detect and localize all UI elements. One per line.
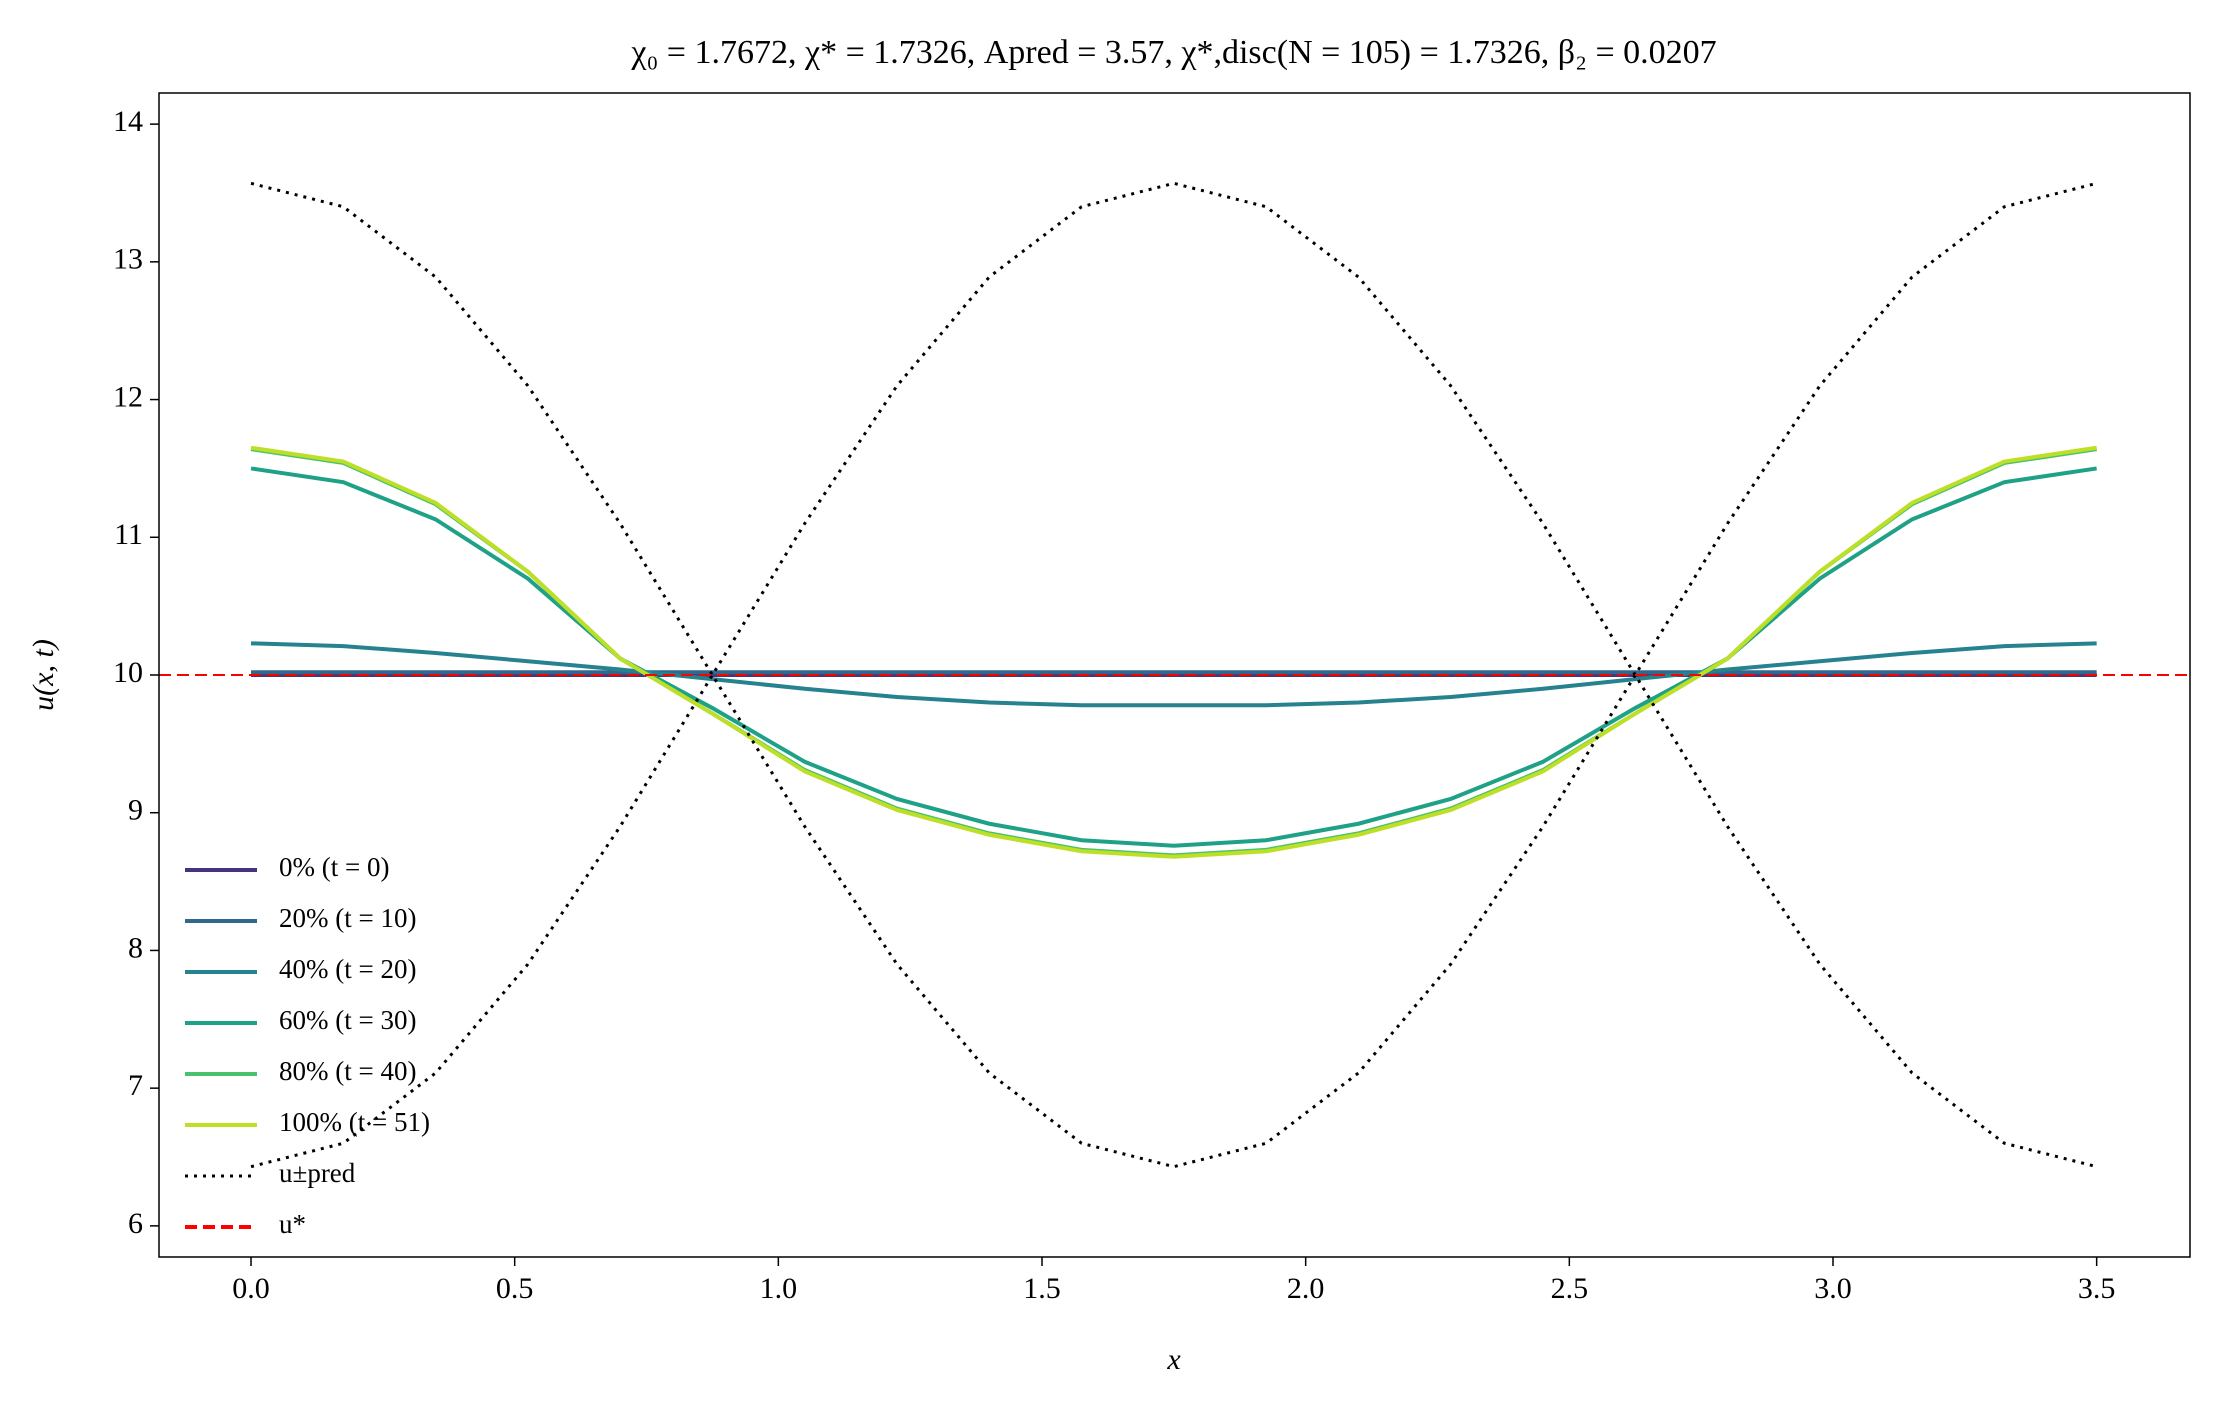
- legend-label: 0% (t = 0): [279, 852, 389, 882]
- legend-label: u*: [279, 1209, 306, 1239]
- x-tick-label: 1.0: [760, 1272, 798, 1305]
- plot-area: [159, 181, 2190, 1169]
- series-line: [250, 641, 2097, 708]
- y-tick-label: 8: [128, 931, 143, 964]
- plot-frame: [158, 92, 2191, 1258]
- x-axis-label: x: [1166, 1343, 1181, 1376]
- y-tick-label: 13: [113, 243, 143, 276]
- y-tick-label: 9: [128, 794, 143, 827]
- series-line: [250, 466, 2097, 848]
- y-tick-label: 6: [128, 1207, 143, 1240]
- y-tick-label: 7: [128, 1069, 143, 1102]
- legend-label: 40% (t = 20): [279, 954, 416, 984]
- x-tick-label: 0.0: [232, 1272, 270, 1305]
- legend-label: 60% (t = 30): [279, 1005, 416, 1035]
- x-tick-label: 3.0: [1814, 1272, 1852, 1305]
- legend-label: u±pred: [279, 1158, 356, 1188]
- x-tick-label: 0.5: [496, 1272, 534, 1305]
- chart-title: χ₀ = 1.7672, χ* = 1.7326, Apred = 3.57, …: [630, 34, 1716, 71]
- legend-label: 100% (t = 51): [279, 1107, 430, 1137]
- x-tick-label: 2.0: [1287, 1272, 1325, 1305]
- series-line: [250, 181, 2098, 1169]
- y-tick-label: 10: [113, 656, 143, 689]
- x-tick-label: 2.5: [1551, 1272, 1589, 1305]
- legend-label: 20% (t = 10): [279, 903, 416, 933]
- legend-label: 80% (t = 40): [279, 1056, 416, 1086]
- y-tick-label: 12: [113, 380, 143, 413]
- series-line: [250, 445, 2097, 859]
- y-tick-label: 11: [114, 518, 143, 551]
- x-tick-label: 3.5: [2078, 1272, 2116, 1305]
- x-tick-label: 1.5: [1023, 1272, 1061, 1305]
- series-line: [250, 181, 2098, 1169]
- y-axis-label: u(x, t): [27, 639, 60, 711]
- y-tick-label: 14: [113, 105, 143, 138]
